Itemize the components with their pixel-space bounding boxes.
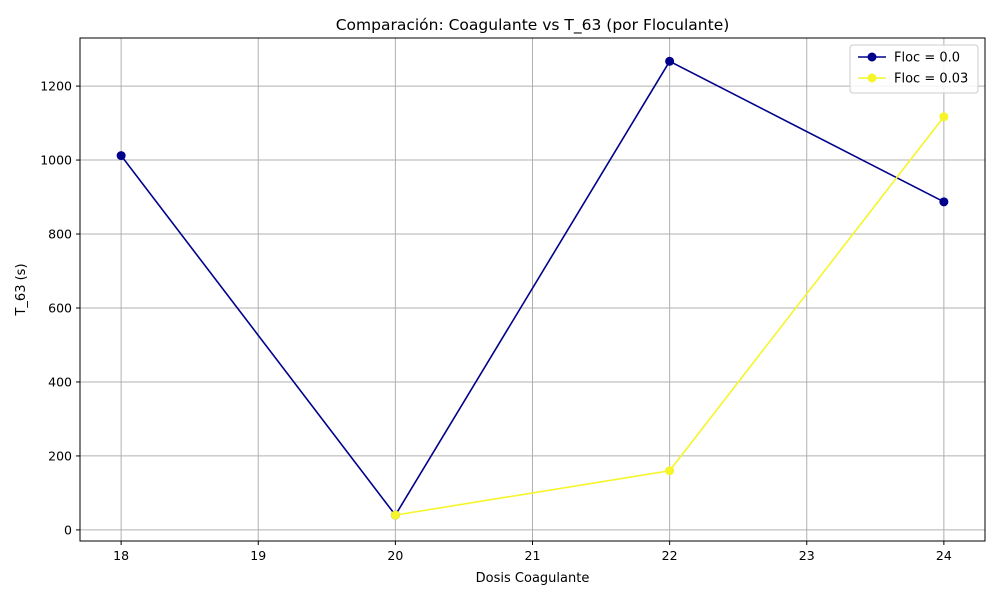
data-point xyxy=(939,112,949,122)
legend-marker xyxy=(867,73,877,83)
legend-item: Floc = 0.0 xyxy=(858,51,960,66)
data-point xyxy=(665,466,675,476)
grid xyxy=(80,38,985,541)
y-tick-label: 400 xyxy=(48,374,72,389)
x-tick-label: 22 xyxy=(662,548,678,563)
chart-title: Comparación: Coagulante vs T_63 (por Flo… xyxy=(336,16,730,35)
y-tick-label: 0 xyxy=(64,522,72,537)
y-tick-label: 600 xyxy=(48,300,72,315)
x-tick-label: 20 xyxy=(387,548,403,563)
x-tick-label: 24 xyxy=(936,548,952,563)
x-axis-label: Dosis Coagulante xyxy=(476,571,590,586)
legend: Floc = 0.0 Floc = 0.03 xyxy=(849,44,979,94)
legend-item: Floc = 0.03 xyxy=(858,72,968,87)
y-axis-label: T_63 (s) xyxy=(14,263,29,316)
data-point xyxy=(939,197,949,207)
x-tick-label: 19 xyxy=(250,548,266,563)
series-Floc = 0.03 xyxy=(390,112,949,520)
x-tick-label: 21 xyxy=(525,548,541,563)
data-point xyxy=(665,56,675,66)
data-point xyxy=(390,510,400,520)
y-tick-label: 1200 xyxy=(40,79,72,94)
legend-label: Floc = 0.03 xyxy=(894,72,968,87)
x-axis-ticks: 18 19 20 21 22 23 24 xyxy=(113,541,952,563)
legend-label: Floc = 0.0 xyxy=(894,51,960,66)
legend-marker xyxy=(867,52,877,62)
y-tick-label: 1000 xyxy=(40,153,72,168)
x-tick-label: 18 xyxy=(113,548,129,563)
y-axis-ticks: 0 200 400 600 800 1000 1200 xyxy=(40,79,80,537)
y-tick-label: 800 xyxy=(48,227,72,242)
y-tick-label: 200 xyxy=(48,448,72,463)
data-point xyxy=(116,151,126,161)
series-layer xyxy=(116,56,949,520)
x-tick-label: 23 xyxy=(799,548,815,563)
series-line xyxy=(120,60,945,517)
